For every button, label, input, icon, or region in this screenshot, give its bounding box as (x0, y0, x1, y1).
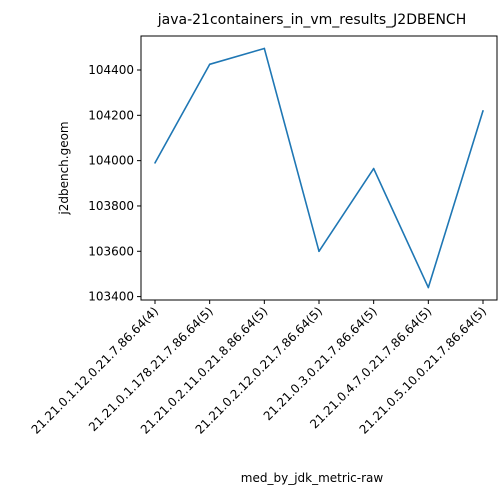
y-axis-label: j2dbench.geom (57, 121, 71, 215)
chart-title: java-21containers_in_vm_results_J2DBENCH (157, 12, 466, 28)
y-tick-label: 103800 (88, 199, 134, 213)
y-tick-label: 104400 (88, 63, 134, 77)
data-point (482, 109, 484, 112)
data-point (208, 63, 211, 66)
y-tick-label: 104000 (88, 154, 134, 168)
data-point (318, 250, 320, 253)
y-tick-label: 103400 (88, 290, 134, 304)
x-axis-label: med_by_jdk_metric-raw (241, 471, 384, 485)
data-point (372, 167, 375, 170)
y-axis-ticks: 103400 103600 103800 104000 104200 104400 (88, 63, 141, 304)
data-point (263, 47, 266, 50)
data-point (154, 162, 156, 164)
y-tick-label: 103600 (88, 244, 134, 258)
data-points (154, 47, 484, 289)
data-point (427, 286, 430, 289)
y-tick-label: 104200 (88, 108, 134, 122)
